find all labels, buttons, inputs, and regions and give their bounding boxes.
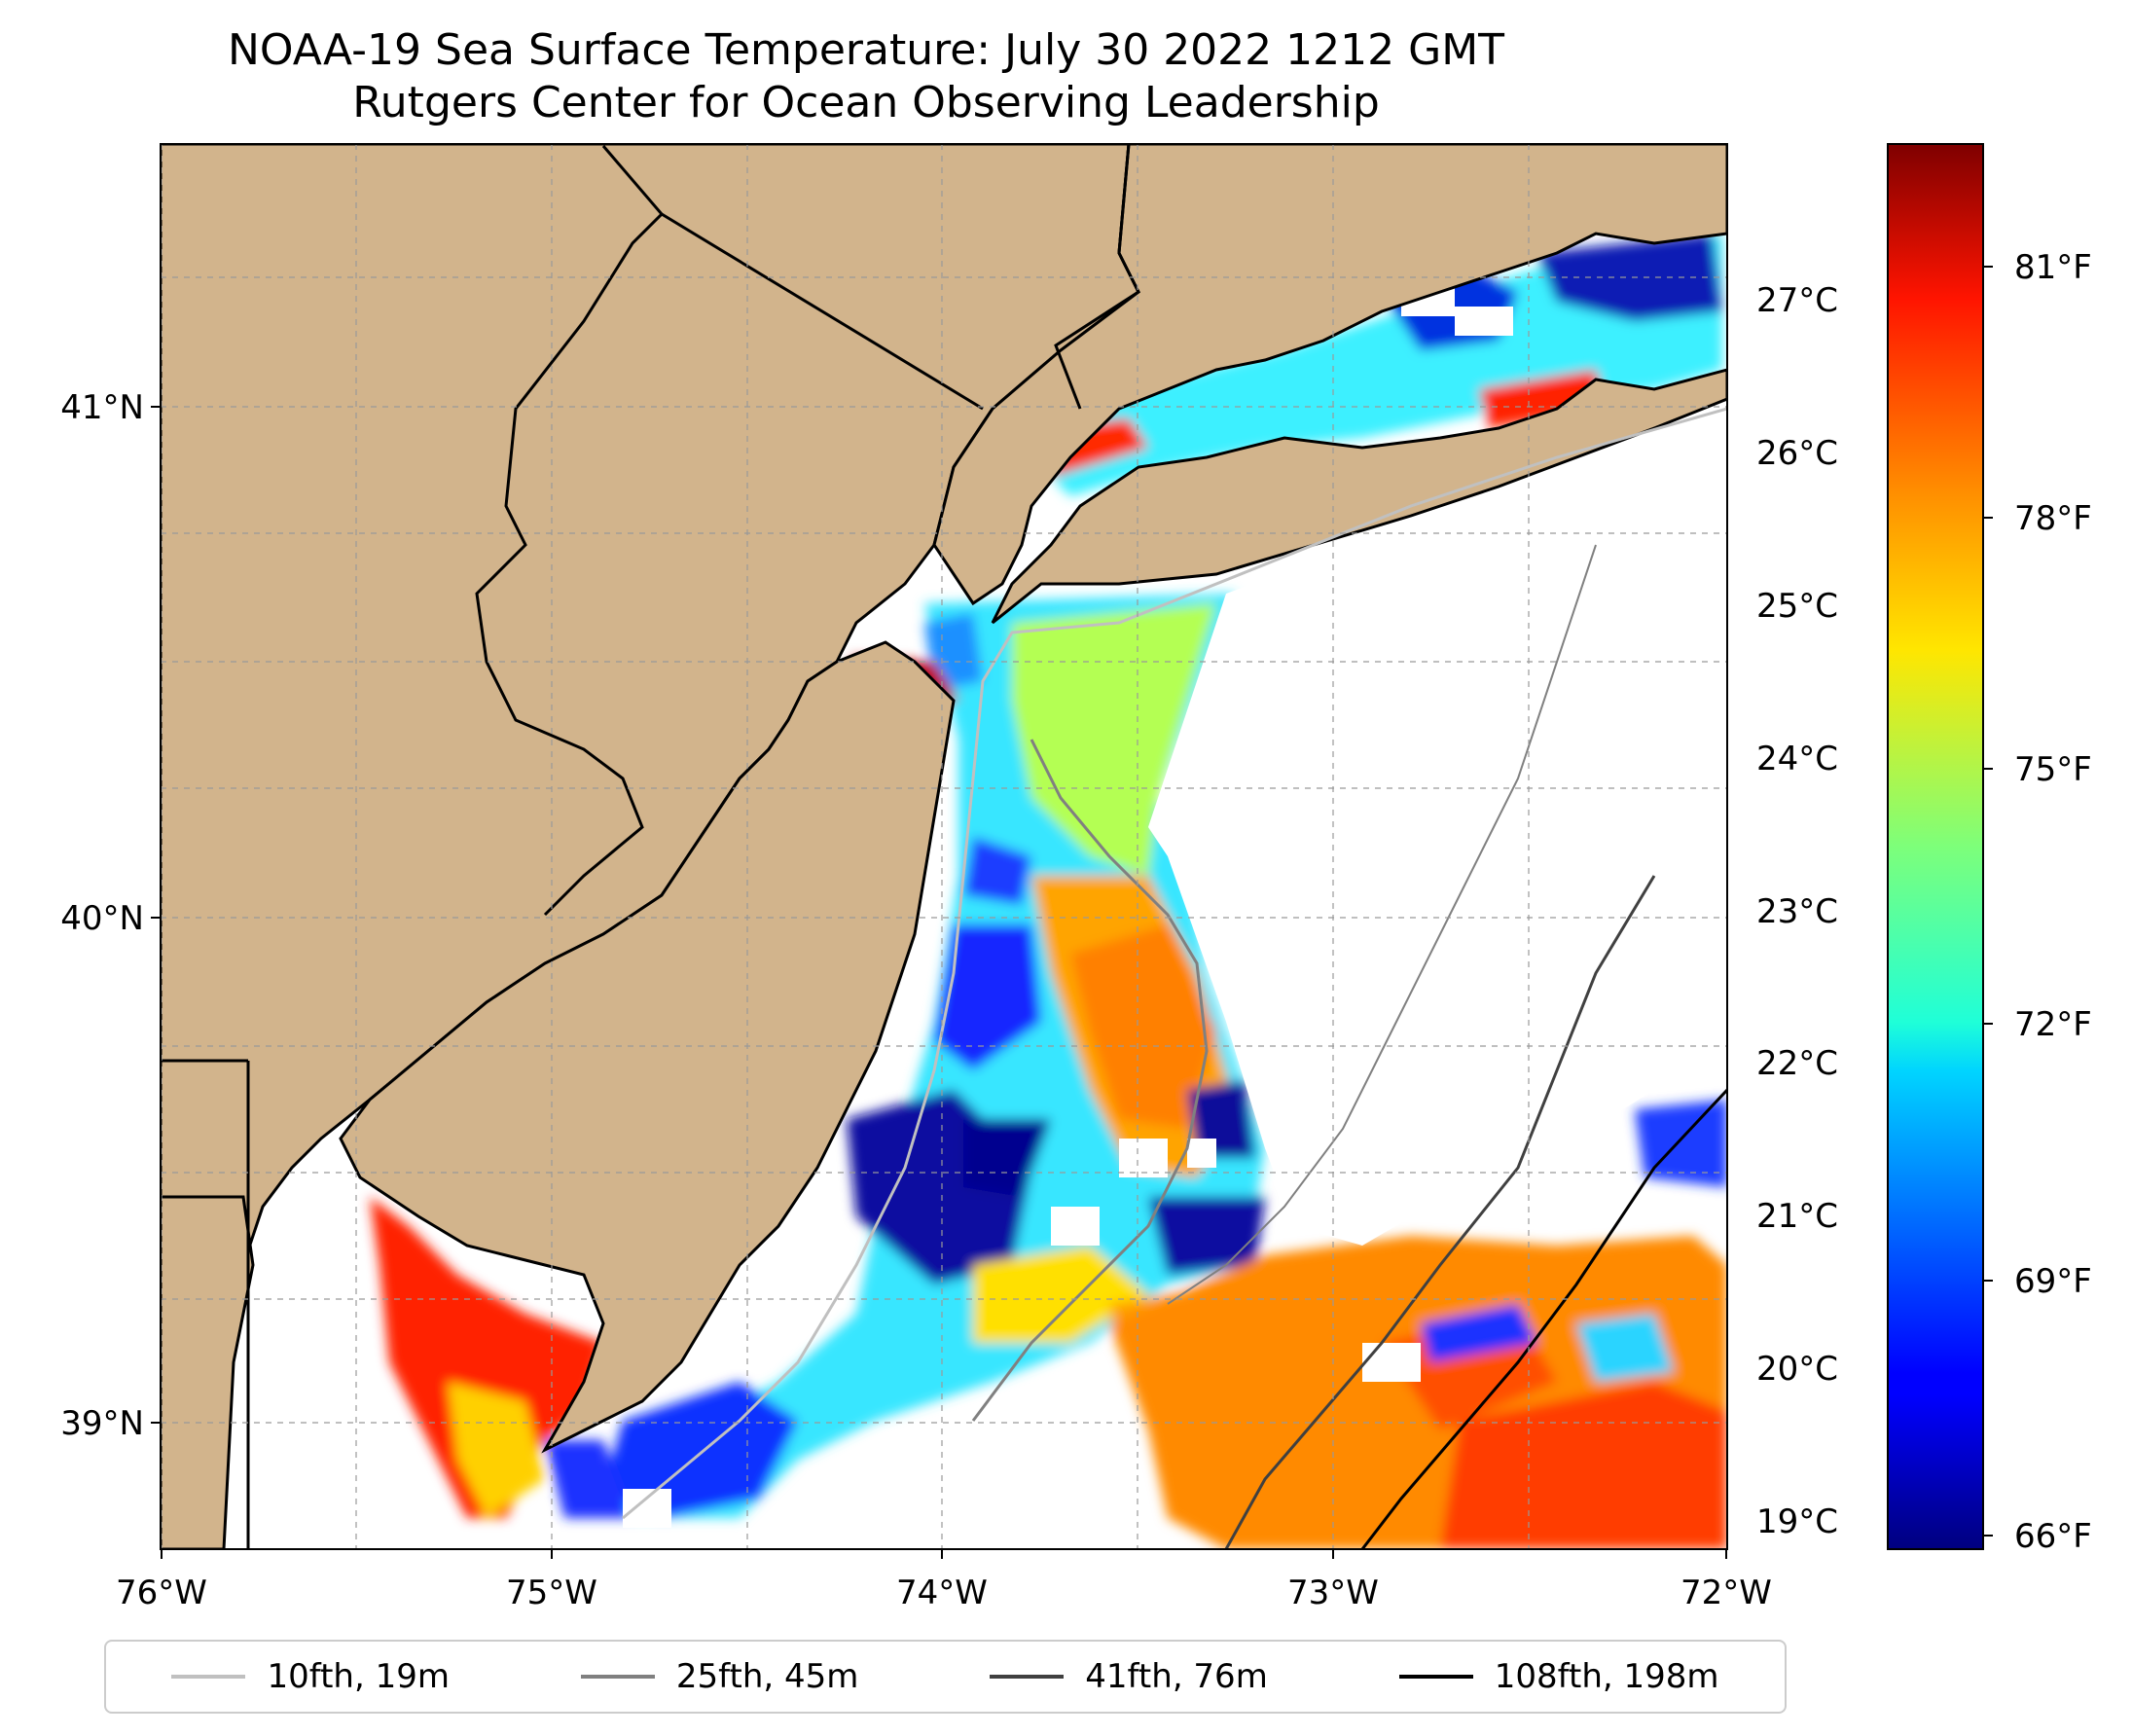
legend-item-25fth: 25fth, 45m — [580, 1657, 859, 1696]
map-title: NOAA-19 Sea Surface Temperature: July 30… — [227, 25, 1505, 75]
bathymetry-contours — [622, 407, 1727, 1549]
celsius-tick-label: 22°C — [1756, 1044, 1838, 1083]
celsius-tick-label: 26°C — [1756, 434, 1838, 473]
legend-label: 25fth, 45m — [675, 1657, 859, 1696]
lon-tick-label: 74°W — [896, 1573, 988, 1612]
legend-item-10fth: 10fth, 19m — [171, 1657, 450, 1696]
legend-swatch — [171, 1675, 246, 1679]
sst-field — [370, 234, 1727, 1549]
legend-label: 41fth, 76m — [1085, 1657, 1268, 1696]
legend-swatch — [1398, 1675, 1473, 1679]
fahrenheit-axis: 81°F 78°F 75°F 72°F 69°F 66°F — [2014, 248, 2092, 1556]
fahrenheit-tick-label: 69°F — [2014, 1262, 2092, 1301]
fahrenheit-tick-label: 75°F — [2014, 750, 2092, 789]
fahrenheit-tick-label: 66°F — [2014, 1517, 2092, 1556]
fahrenheit-tick-label: 72°F — [2014, 1005, 2092, 1044]
lat-tick-label: 40°N — [60, 899, 144, 938]
lon-tick-label: 75°W — [506, 1573, 597, 1612]
land-mass — [161, 144, 1727, 1549]
lon-tick-label: 73°W — [1287, 1573, 1379, 1612]
celsius-tick-label: 25°C — [1756, 587, 1838, 626]
legend-label: 108fth, 198m — [1494, 1657, 1719, 1696]
celsius-tick-label: 20°C — [1756, 1350, 1838, 1389]
celsius-tick-label: 23°C — [1756, 892, 1838, 931]
temperature-colorbar — [1887, 143, 1984, 1550]
contour-legend: 10fth, 19m 25fth, 45m 41fth, 76m 108fth,… — [104, 1640, 1787, 1714]
map-area — [161, 144, 1727, 1549]
lat-tick-label: 39°N — [60, 1404, 144, 1443]
legend-item-41fth: 41fth, 76m — [990, 1657, 1268, 1696]
lon-tick-label: 72°W — [1680, 1573, 1772, 1612]
celsius-tick-label: 27°C — [1756, 281, 1838, 320]
lon-tick-label: 76°W — [116, 1573, 207, 1612]
lat-tick-label: 41°N — [60, 388, 144, 427]
legend-label: 10fth, 19m — [267, 1657, 450, 1696]
celsius-axis: 27°C 26°C 25°C 24°C 23°C 22°C 21°C 20°C … — [1756, 281, 1838, 1541]
celsius-tick-label: 24°C — [1756, 740, 1838, 778]
celsius-tick-label: 21°C — [1756, 1197, 1838, 1236]
map-subtitle: Rutgers Center for Ocean Observing Leade… — [352, 78, 1380, 127]
celsius-tick-label: 19°C — [1756, 1502, 1838, 1541]
map-frame — [160, 143, 1728, 1550]
fahrenheit-tick-label: 81°F — [2014, 248, 2092, 287]
legend-swatch — [990, 1675, 1065, 1679]
state-boundaries — [161, 144, 1140, 1549]
fahrenheit-tick-label: 78°F — [2014, 499, 2092, 538]
legend-swatch — [580, 1675, 655, 1679]
legend-item-108fth: 108fth, 198m — [1398, 1657, 1719, 1696]
